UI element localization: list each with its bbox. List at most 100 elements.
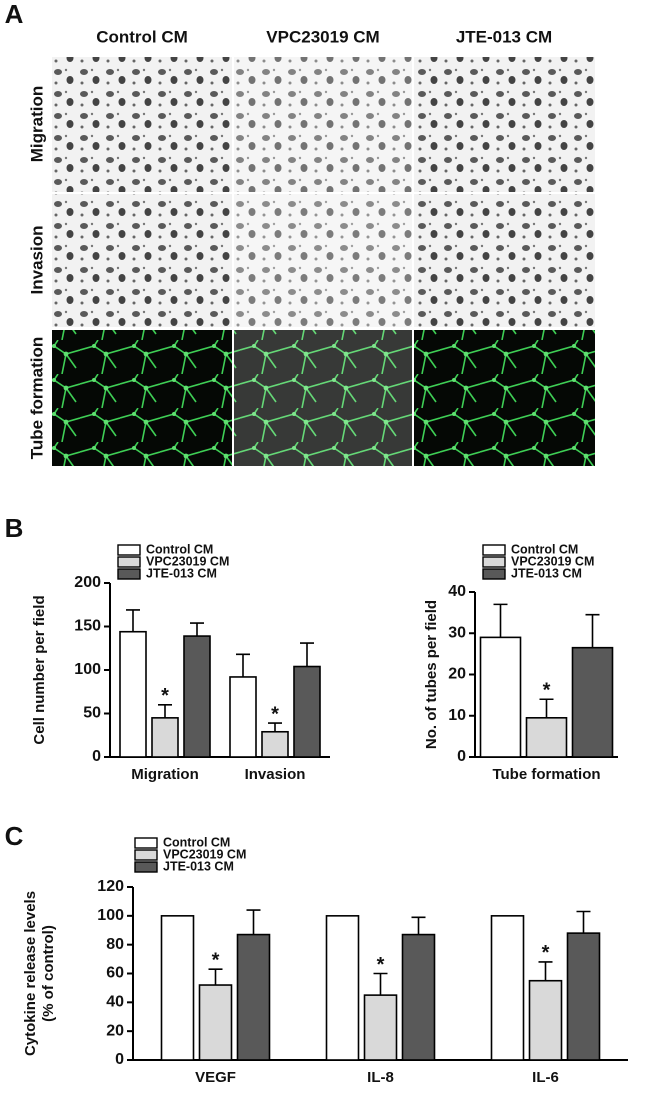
panel-label: C bbox=[5, 821, 24, 851]
bar bbox=[229, 676, 257, 758]
x-tick-label: VEGF bbox=[195, 1069, 236, 1086]
y-tick-label: 200 bbox=[74, 574, 101, 591]
micrograph bbox=[234, 330, 412, 466]
significance-mark: * bbox=[161, 685, 169, 707]
micrograph-grid bbox=[52, 57, 595, 466]
significance-mark: * bbox=[542, 942, 550, 964]
bar bbox=[566, 932, 601, 1061]
error-bar bbox=[538, 961, 553, 981]
row-label: Migration bbox=[27, 86, 46, 163]
error-bar bbox=[158, 704, 172, 718]
y-tick-label: 150 bbox=[74, 618, 101, 635]
significance-mark: * bbox=[543, 680, 551, 702]
legend-swatch bbox=[482, 544, 506, 556]
legend-label: VPC23019 CM bbox=[511, 554, 594, 568]
error-bar bbox=[539, 698, 554, 718]
bar bbox=[119, 630, 147, 758]
error-bar bbox=[268, 722, 282, 732]
y-tick-label: 50 bbox=[83, 705, 101, 722]
error-bar bbox=[246, 909, 261, 935]
micrograph bbox=[52, 57, 232, 192]
x-tick-label: IL-6 bbox=[532, 1069, 559, 1086]
error-bar bbox=[576, 910, 591, 934]
significance-mark: * bbox=[271, 703, 279, 725]
x-tick-label: Tube formation bbox=[492, 766, 600, 783]
legend-swatch bbox=[134, 837, 158, 849]
significance-mark: * bbox=[212, 949, 220, 971]
y-tick-label: 100 bbox=[74, 661, 101, 678]
y-axis-label: Cell number per field bbox=[31, 595, 48, 744]
legend-swatch bbox=[117, 556, 141, 568]
legend-swatch bbox=[134, 861, 158, 873]
bar bbox=[151, 717, 179, 758]
bar bbox=[261, 730, 289, 758]
legend-label: Control CM bbox=[146, 542, 213, 556]
y-tick-label: 20 bbox=[448, 666, 466, 683]
y-tick-label: 40 bbox=[106, 994, 124, 1011]
legend-label: Control CM bbox=[163, 835, 230, 849]
error-bar bbox=[236, 653, 250, 677]
legend-label: VPC23019 CM bbox=[146, 554, 229, 568]
error-bar bbox=[190, 622, 204, 637]
y-tick-label: 120 bbox=[97, 878, 124, 895]
column-label: Control CM bbox=[96, 27, 188, 46]
y-axis-label: (% of control) bbox=[40, 925, 57, 1022]
micrograph bbox=[414, 194, 595, 327]
legend-label: VPC23019 CM bbox=[163, 847, 246, 861]
y-axis-label: No. of tubes per field bbox=[423, 600, 440, 749]
y-tick-label: 80 bbox=[106, 936, 124, 953]
y-tick-label: 10 bbox=[448, 707, 466, 724]
y-tick-label: 20 bbox=[106, 1022, 124, 1039]
micrograph bbox=[234, 194, 412, 327]
legend-swatch bbox=[117, 568, 141, 580]
legend-swatch bbox=[134, 849, 158, 861]
y-tick-label: 30 bbox=[448, 624, 466, 641]
legend-label: Control CM bbox=[511, 542, 578, 556]
micrograph bbox=[414, 57, 595, 192]
y-axis-label: Cytokine release levels bbox=[22, 891, 39, 1056]
y-tick-label: 40 bbox=[448, 583, 466, 600]
bar bbox=[236, 933, 271, 1061]
legend-swatch bbox=[482, 556, 506, 568]
error-bar bbox=[208, 968, 223, 986]
row-label: Invasion bbox=[27, 226, 46, 295]
column-label: VPC23019 CM bbox=[266, 27, 379, 46]
bar bbox=[160, 915, 195, 1061]
column-label: JTE-013 CM bbox=[456, 27, 552, 46]
y-tick-label: 0 bbox=[115, 1051, 124, 1068]
bar bbox=[183, 635, 211, 758]
error-bar bbox=[585, 613, 600, 648]
micrograph bbox=[234, 57, 412, 192]
error-bar bbox=[300, 642, 314, 667]
legend-label: JTE-013 CM bbox=[511, 566, 582, 580]
x-tick-label: Migration bbox=[131, 766, 199, 783]
bar bbox=[490, 915, 525, 1061]
micrograph bbox=[52, 194, 232, 327]
x-tick-label: IL-8 bbox=[367, 1069, 394, 1086]
legend-swatch bbox=[482, 568, 506, 580]
bar bbox=[479, 636, 522, 758]
bar bbox=[293, 665, 321, 758]
y-tick-label: 100 bbox=[97, 907, 124, 924]
error-bar bbox=[493, 603, 508, 638]
error-bar bbox=[126, 609, 140, 632]
bar bbox=[525, 717, 568, 758]
y-tick-label: 0 bbox=[92, 748, 101, 765]
y-tick-label: 0 bbox=[457, 748, 466, 765]
bar bbox=[571, 646, 614, 758]
bar bbox=[325, 915, 360, 1061]
x-tick-label: Invasion bbox=[245, 766, 306, 783]
row-label: Tube formation bbox=[27, 337, 46, 459]
micrograph bbox=[52, 330, 232, 466]
panel-label: B bbox=[5, 513, 24, 543]
micrograph bbox=[414, 330, 595, 466]
bar bbox=[401, 933, 436, 1061]
significance-mark: * bbox=[377, 954, 385, 976]
panel-label: A bbox=[5, 0, 24, 29]
legend-swatch bbox=[117, 544, 141, 556]
bar bbox=[363, 994, 398, 1061]
legend-label: JTE-013 CM bbox=[146, 566, 217, 580]
y-tick-label: 60 bbox=[106, 965, 124, 982]
bar bbox=[198, 984, 233, 1061]
